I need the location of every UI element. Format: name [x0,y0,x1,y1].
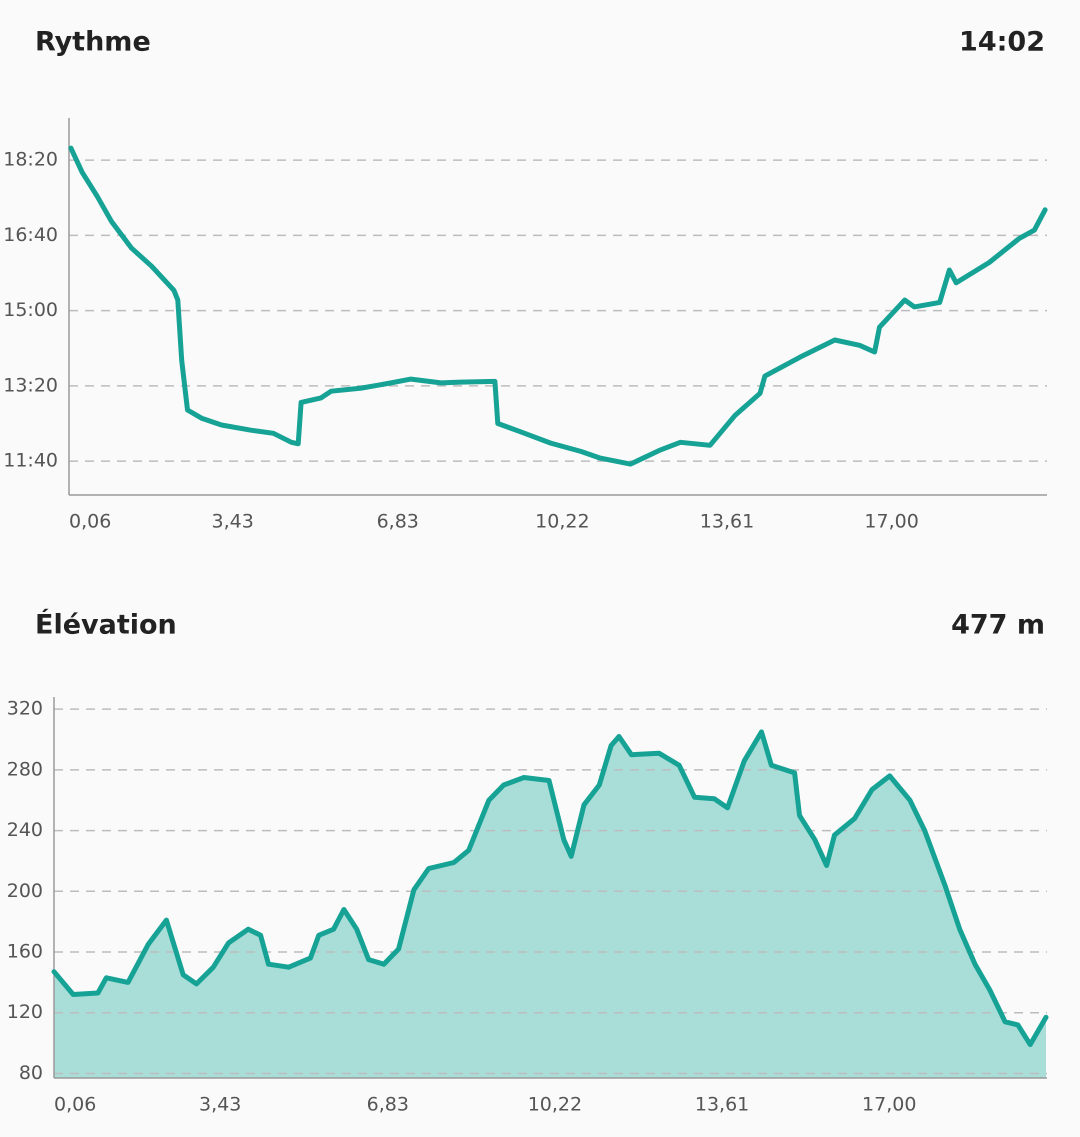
x-tick-label: 3,43 [199,1094,241,1116]
x-tick-label: 6,83 [377,511,419,533]
y-tick-label: 320 [7,698,43,720]
x-tick-label: 17,00 [862,1094,916,1116]
y-tick-label: 160 [7,941,43,963]
y-tick-label: 16:40 [3,224,58,246]
y-tick-label: 200 [7,880,43,902]
y-tick-label: 120 [7,1001,43,1023]
x-tick-label: 13,61 [700,511,754,533]
line [51,729,1049,1048]
y-tick-label: 280 [7,758,43,780]
x-tick-label: 0,06 [54,1094,96,1116]
x-tick-label: 0,06 [69,511,111,533]
y-tick-label: 80 [19,1062,43,1084]
y-tick-label: 15:00 [3,299,58,321]
chart-title: Rythme [35,27,151,58]
x-tick-label: 3,43 [211,511,253,533]
x-tick-label: 6,83 [367,1094,409,1116]
x-tick-label: 10,22 [535,511,589,533]
area-fill [54,731,1046,1078]
chart-summary: 477 m [951,610,1045,641]
line [68,145,1048,467]
x-tick-label: 17,00 [864,511,918,533]
x-tick-label: 10,22 [528,1094,582,1116]
y-tick-label: 13:20 [3,374,58,396]
y-tick-label: 11:40 [3,450,58,472]
chart-summary: 14:02 [959,27,1045,58]
chart-title: Élévation [35,609,177,641]
y-tick-label: 18:20 [3,149,58,171]
x-tick-label: 13,61 [695,1094,749,1116]
y-tick-label: 240 [7,819,43,841]
